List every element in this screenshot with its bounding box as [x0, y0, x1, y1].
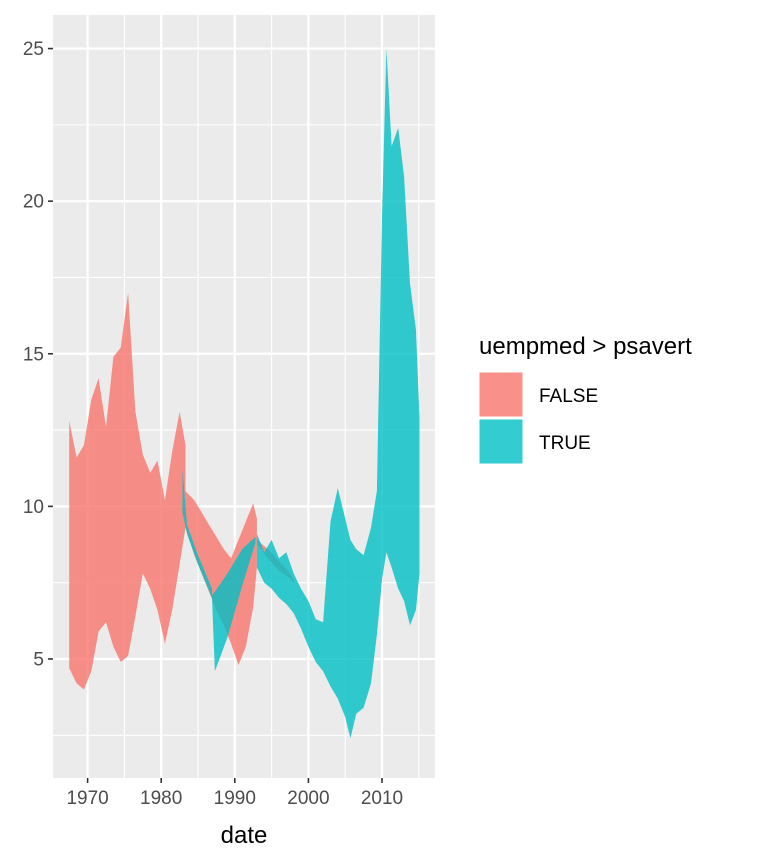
legend-key-true	[478, 418, 524, 465]
x-axis-title: date	[221, 822, 268, 849]
y-axis: 5 10 15 20 25	[23, 39, 53, 670]
x-tick-label-2000: 2000	[287, 788, 329, 809]
area-true-2	[256, 48, 420, 739]
x-tick-label-1970: 1970	[66, 788, 108, 809]
legend-label-true: TRUE	[539, 433, 591, 454]
x-tick-label-1990: 1990	[214, 788, 256, 809]
x-tick-label-2010: 2010	[361, 788, 403, 809]
y-tick-label-5: 5	[33, 649, 44, 670]
area-false-1	[185, 491, 257, 666]
area-true-1	[212, 536, 256, 672]
area-false-0	[69, 292, 186, 690]
legend-title: uempmed > psavert	[479, 333, 692, 360]
y-tick-label-15: 15	[23, 344, 44, 365]
x-axis: 1970 1980 1990 2000 2010	[66, 778, 403, 809]
area-true-0	[182, 469, 212, 598]
y-tick-label-10: 10	[23, 497, 44, 518]
x-tick-label-1980: 1980	[140, 788, 182, 809]
y-tick-label-25: 25	[23, 39, 44, 60]
legend: uempmed > psavert FALSE TRUE	[478, 333, 692, 465]
area-layer	[69, 48, 420, 739]
y-tick-label-20: 20	[23, 192, 44, 213]
legend-label-false: FALSE	[539, 386, 598, 407]
legend-key-false	[478, 371, 524, 418]
